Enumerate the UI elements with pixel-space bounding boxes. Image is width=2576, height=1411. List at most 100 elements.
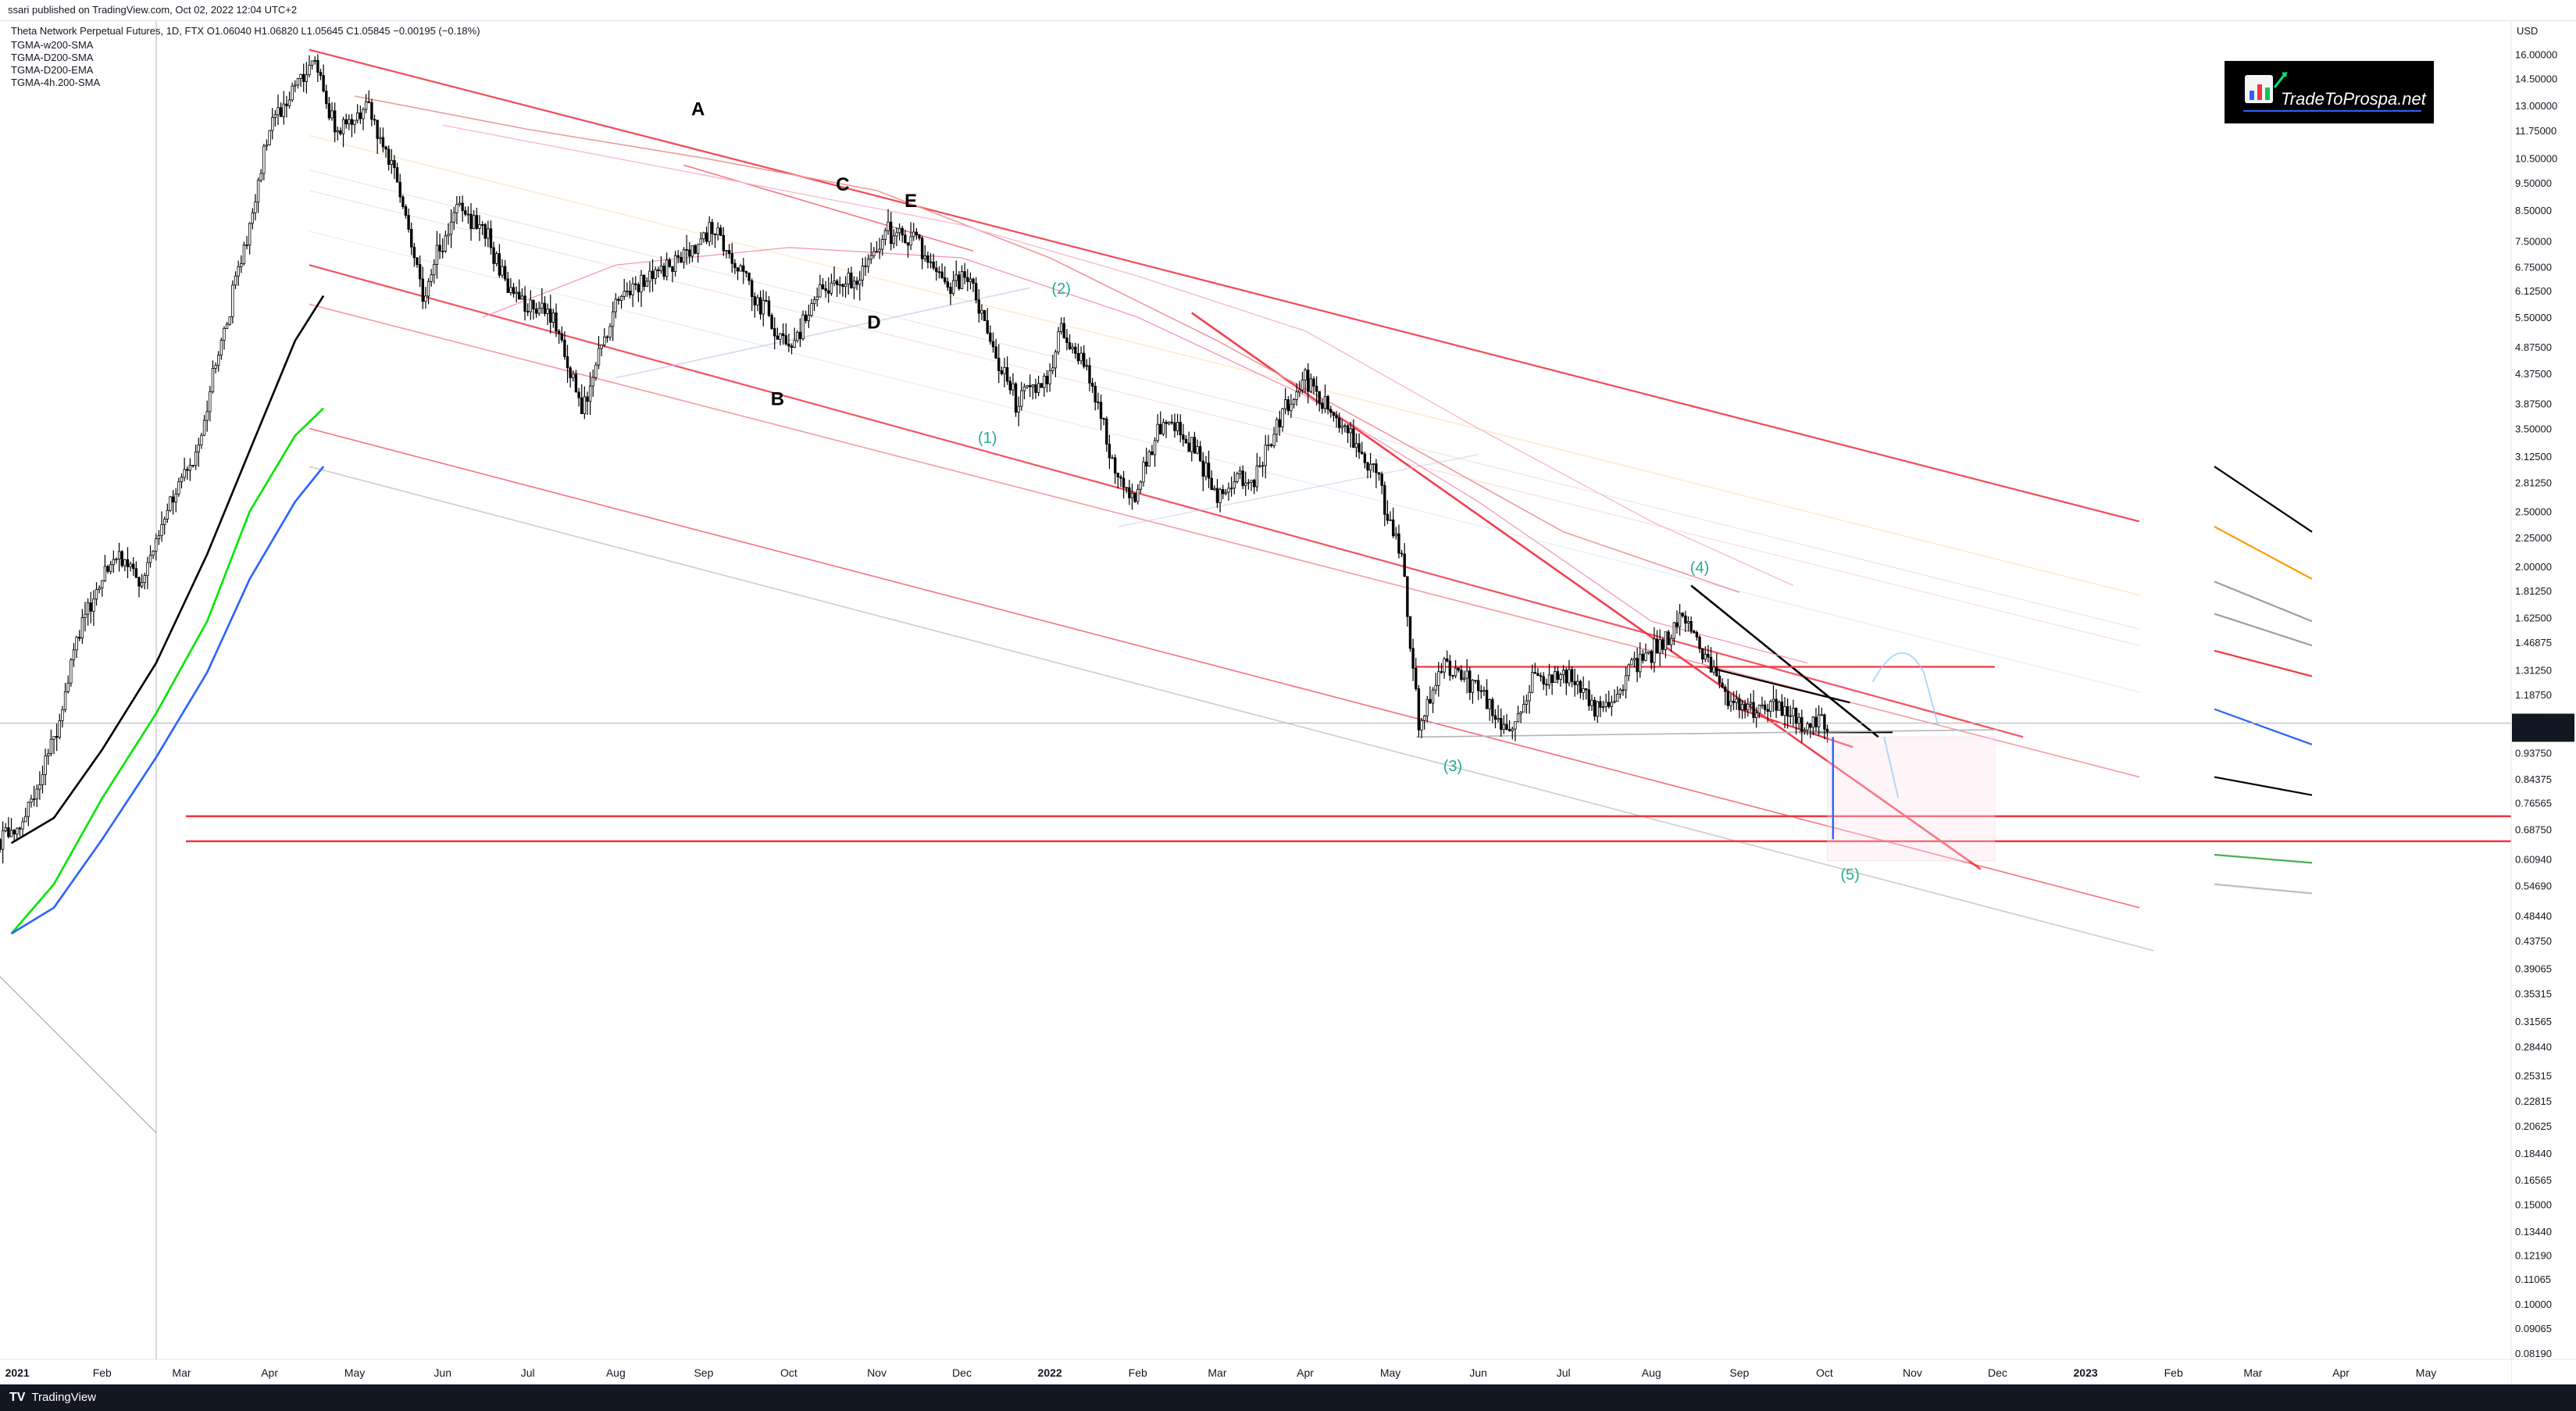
candle-body [501,266,504,276]
candle-body [1383,484,1386,515]
candle-body [1823,714,1826,730]
candle-body [991,341,995,348]
candle-body [1502,723,1506,731]
candle-body [1034,384,1037,393]
candle-body [23,816,27,823]
candle-body [986,320,989,334]
candle-body [812,299,816,304]
candle-body [1031,384,1035,388]
candle-body [254,202,257,213]
candle-body [1375,463,1378,473]
price-axis-unit: USD [2517,25,2538,37]
candle-body [1585,688,1588,691]
pink-channel [309,190,2140,646]
candle-body [747,272,751,281]
projection-segment-3 [2214,613,2313,647]
candle-body [1664,631,1668,650]
candle-body [1182,434,1185,440]
candle-body [1054,351,1058,369]
candle-body [18,827,22,830]
candle-body [690,245,694,257]
candle-body [614,298,618,313]
candle-body [659,266,663,272]
candle-body [200,434,203,445]
candle-body [86,602,90,615]
candle-body [148,555,152,563]
price-tick-label: 2.81250 [2515,477,2552,488]
candle-body [1693,630,1696,633]
candle-body [654,269,657,280]
projection-arrow-down [1883,737,1900,798]
candle-body [1434,685,1437,691]
candle-body [291,85,294,101]
candle-body [1113,457,1117,473]
candle-body [180,477,184,483]
candle-body [279,107,283,117]
candle-body [214,365,217,369]
candle-body [1283,399,1287,409]
candle-body [1797,716,1800,724]
countdown-label: 13:55:11 [2517,728,2556,740]
candle-body [1700,648,1704,660]
candle-body [424,295,427,302]
candle-body [838,284,841,286]
candle-body [744,271,748,273]
candle-body [262,145,266,174]
price-tick-label: 10.50000 [2515,152,2557,164]
candle-body [631,283,634,295]
candle-body [1420,720,1423,731]
candle-body [765,299,768,302]
candle-body [912,231,915,238]
candle-body [1201,460,1204,477]
candle-body [333,110,337,133]
candle-body [1658,639,1661,654]
candle-body [605,336,609,338]
candle-body [223,328,226,341]
candle-body [416,257,419,266]
candle-body [617,298,620,301]
candle-body [1431,689,1435,704]
price-tick-label: 1.46875 [2515,637,2552,648]
candle-body [1043,376,1046,388]
candle-body [798,331,802,339]
candle-body [1468,670,1472,693]
candle-body [316,59,319,73]
candle-body [1559,674,1562,680]
candle-body [773,328,776,337]
candle-body [1179,422,1182,436]
wave-label: (3) [1443,758,1462,775]
price-tick-label: 0.48440 [2515,910,2552,922]
candle-body [1119,477,1122,479]
candle-body [188,465,192,471]
time-tick-label: 2021 [5,1366,30,1379]
candle-body [217,355,220,366]
candle-body [1111,457,1114,459]
candle-body [1695,632,1699,638]
price-tick-label: 2.25000 [2515,532,2552,544]
price-tick-label: 11.75000 [2515,125,2556,137]
candle-body [1476,680,1480,691]
candle-body [725,250,728,252]
candle-body [920,238,924,259]
tradingview-brand[interactable]: TradingView [31,1391,96,1404]
candle-body [1422,715,1426,721]
candle-body [1582,688,1585,693]
candle-body [438,245,441,252]
candle-body [32,798,36,800]
candle-body [1500,718,1503,731]
candle-body [412,246,416,259]
candle-body [322,75,325,92]
candle-body [109,564,112,572]
price-tick-label: 0.15000 [2515,1198,2552,1210]
candle-body [597,348,601,366]
candle-body [140,582,144,587]
candle-body [0,838,2,850]
candle-body [84,613,87,618]
candle-body [969,278,972,282]
price-tick-label: 0.11065 [2515,1273,2551,1285]
candle-body [433,264,436,276]
candle-body [1443,658,1446,673]
candle-body [730,253,733,264]
price-tick-label: 0.93750 [2515,748,2552,759]
